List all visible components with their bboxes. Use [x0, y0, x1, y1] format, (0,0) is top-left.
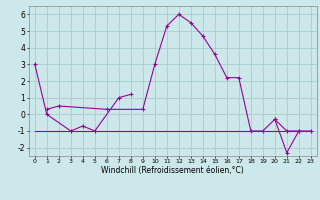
- X-axis label: Windchill (Refroidissement éolien,°C): Windchill (Refroidissement éolien,°C): [101, 166, 244, 175]
